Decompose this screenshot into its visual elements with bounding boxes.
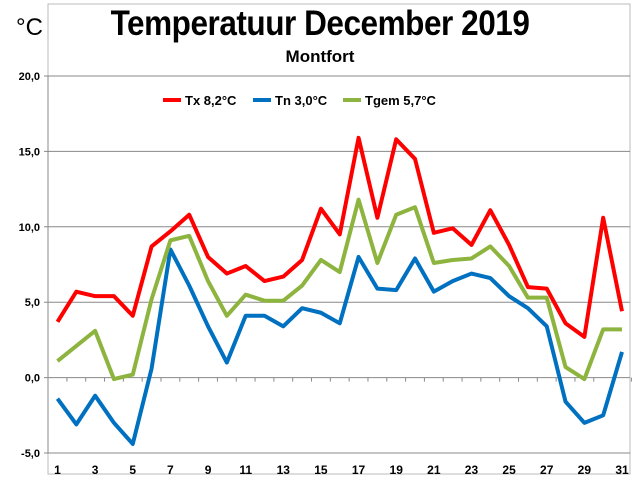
x-tick-label: 27 bbox=[540, 463, 554, 477]
x-tick-label: 9 bbox=[205, 463, 212, 477]
x-tick-label: 1 bbox=[54, 463, 61, 477]
chart-border bbox=[47, 3, 631, 475]
chart-title: Temperatuur December 2019 bbox=[110, 4, 530, 43]
y-axis-unit-label: °C bbox=[16, 14, 43, 41]
y-tick-label: 20,0 bbox=[19, 71, 40, 83]
x-tick-label: 29 bbox=[578, 463, 592, 477]
x-tick-label: 5 bbox=[129, 463, 136, 477]
legend-entry: Tgem 5,7°C bbox=[365, 93, 437, 108]
chart-subtitle: Montfort bbox=[285, 47, 355, 66]
y-tick-label: -5,0 bbox=[21, 448, 40, 460]
y-tick-label: 15,0 bbox=[19, 146, 40, 158]
y-tick-label: 0,0 bbox=[25, 373, 40, 385]
x-tick-label: 11 bbox=[239, 463, 252, 477]
legend-entry: Tn 3,0°C bbox=[275, 93, 328, 108]
x-tick-label: 17 bbox=[352, 463, 366, 477]
x-tick-label: 21 bbox=[427, 463, 441, 477]
series-line-tx bbox=[55, 135, 624, 339]
x-tick-label: 25 bbox=[502, 463, 516, 477]
x-tick-label: 13 bbox=[277, 463, 291, 477]
x-tick-label: 31 bbox=[615, 463, 629, 477]
y-tick-label: 10,0 bbox=[19, 222, 40, 234]
x-tick-label: 3 bbox=[92, 463, 99, 477]
x-tick-label: 15 bbox=[314, 463, 328, 477]
x-tick-label: 7 bbox=[167, 463, 174, 477]
y-tick-label: 5,0 bbox=[25, 297, 40, 309]
x-tick-label: 23 bbox=[465, 463, 479, 477]
legend-entry: Tx 8,2°C bbox=[185, 93, 237, 108]
x-tick-label: 19 bbox=[390, 463, 404, 477]
